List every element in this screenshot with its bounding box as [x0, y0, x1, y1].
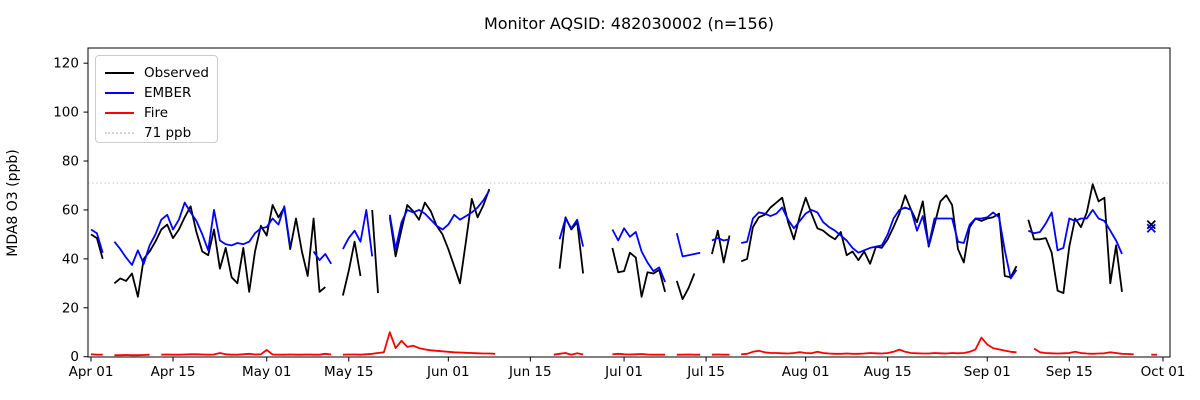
ember-line	[741, 206, 1018, 280]
x-tick-label: May 15	[324, 364, 373, 380]
observed-line	[1027, 183, 1123, 295]
observed-line-sample	[105, 72, 134, 74]
legend-label-fire: Fire	[144, 105, 169, 121]
ember-line	[558, 217, 584, 247]
legend-item-ember: EMBER	[105, 83, 217, 103]
x-tick-label: Aug 01	[782, 364, 830, 380]
fire-line	[741, 336, 1017, 356]
ember-x-marker	[1146, 223, 1156, 233]
threshold-line-sample	[105, 132, 134, 134]
legend: Observed EMBER Fire 71 ppb	[95, 55, 218, 143]
x-tick-label: Sep 01	[964, 364, 1011, 380]
plot-border	[87, 47, 1171, 358]
observed-line	[711, 229, 731, 264]
x-tick-label: Jun 15	[508, 364, 552, 380]
ember-line	[113, 201, 292, 266]
ember-line	[90, 228, 104, 253]
y-tick-label: 80	[62, 154, 79, 170]
ember-line	[312, 250, 332, 265]
observed-line	[90, 233, 104, 260]
observed-x-marker	[1146, 219, 1156, 230]
legend-label-observed: Observed	[144, 65, 209, 81]
observed-line	[558, 216, 584, 274]
x-tick-label: Oct 01	[1141, 364, 1186, 380]
x-tick-label: May 01	[242, 364, 291, 380]
legend-item-observed: Observed	[105, 63, 217, 83]
fire-line	[161, 348, 332, 356]
x-tick-label: Jul 01	[604, 364, 643, 380]
x-tick-label: Jul 15	[686, 364, 725, 380]
y-tick-label: 60	[62, 202, 79, 218]
fire-line	[114, 353, 150, 357]
legend-item-fire: Fire	[105, 103, 217, 123]
x-tick-label: Sep 15	[1046, 364, 1093, 380]
fire-line	[553, 352, 584, 356]
legend-label-ember: EMBER	[144, 85, 192, 101]
chart-title: Monitor AQSID: 482030002 (n=156)	[483, 14, 775, 33]
y-axis-label: MDA8 O3 (ppb)	[5, 149, 21, 257]
ember-line	[611, 227, 666, 283]
legend-label-threshold: 71 ppb	[144, 125, 192, 141]
fire-line	[342, 331, 496, 356]
ember-line	[711, 237, 730, 242]
ember-line	[675, 232, 701, 258]
x-tick-label: Apr 01	[69, 364, 114, 380]
fire-line	[612, 352, 666, 356]
y-tick-label: 20	[62, 300, 79, 316]
y-tick-label: 100	[53, 105, 79, 121]
fire-line-sample	[105, 112, 134, 114]
observed-line	[675, 273, 696, 301]
x-tick-label: Jun 01	[426, 364, 470, 380]
fire-line	[1033, 347, 1134, 356]
ember-line	[388, 189, 491, 251]
ember-line	[342, 208, 374, 257]
y-tick-label: 0	[70, 349, 79, 365]
ember-line	[1027, 208, 1123, 255]
observed-line	[388, 188, 491, 285]
observed-line	[611, 247, 666, 298]
legend-item-threshold: 71 ppb	[105, 123, 217, 143]
x-tick-label: Apr 15	[151, 364, 196, 380]
y-tick-label: 40	[62, 251, 79, 267]
observed-line	[342, 240, 362, 296]
observed-line	[371, 209, 379, 294]
y-tick-label: 120	[53, 56, 79, 72]
x-tick-label: Aug 15	[864, 364, 912, 380]
ember-line-sample	[105, 92, 134, 94]
observed-line	[113, 204, 326, 298]
